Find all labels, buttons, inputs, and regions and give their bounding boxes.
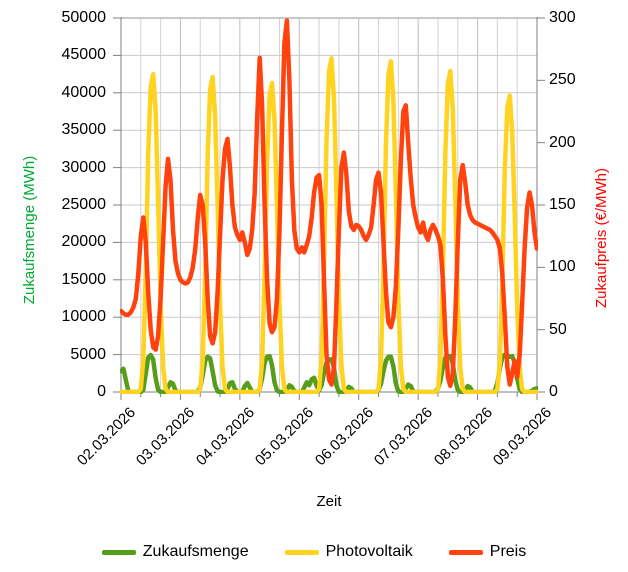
y-right-tick-label: 250 — [549, 71, 576, 89]
y-right-tick-label: 50 — [549, 320, 567, 338]
y-left-tick-label: 5000 — [70, 345, 106, 363]
legend-label: Photovoltaik — [325, 543, 413, 560]
y-right-tick-label: 100 — [549, 258, 576, 276]
legend-label: Preis — [489, 543, 527, 560]
legend-item-photovoltaik: Photovoltaik — [284, 543, 413, 561]
y-right-tick-label: 150 — [549, 196, 576, 213]
y-left-axis-title: Zukaufsmenge (MWh) — [21, 155, 38, 305]
legend: Zukaufsmenge Photovoltaik Preis — [0, 543, 628, 561]
y-left-tick-label: 50000 — [61, 9, 107, 26]
y-right-tick-label: 200 — [549, 133, 576, 151]
y-left-tick-label: 20000 — [61, 233, 107, 251]
y-left-tick-label: 45000 — [61, 46, 107, 64]
y-left-tick-label: 0 — [97, 383, 106, 400]
y-right-tick-label: 0 — [549, 383, 558, 400]
y-left-tick-label: 15000 — [61, 270, 107, 288]
y-left-tick-label: 30000 — [61, 158, 107, 176]
legend-item-preis: Preis — [448, 543, 527, 561]
legend-swatch — [448, 549, 483, 555]
y-left-tick-label: 10000 — [61, 308, 107, 326]
y-left-tick-label: 40000 — [61, 83, 107, 101]
legend-item-zukaufsmenge: Zukaufsmenge — [101, 543, 249, 561]
series-preis — [120, 18, 538, 389]
legend-label: Zukaufsmenge — [142, 543, 249, 560]
legend-swatch — [101, 549, 136, 555]
x-axis-title: Zeit — [316, 493, 342, 510]
series-photovoltaik — [120, 56, 538, 394]
y-left-tick-label: 35000 — [61, 121, 107, 139]
legend-swatch — [284, 549, 319, 555]
y-left-tick-label: 25000 — [61, 196, 107, 213]
y-right-axis-title: Zukaufpreis (€/MWh) — [593, 167, 610, 309]
y-right-tick-label: 300 — [549, 9, 576, 26]
